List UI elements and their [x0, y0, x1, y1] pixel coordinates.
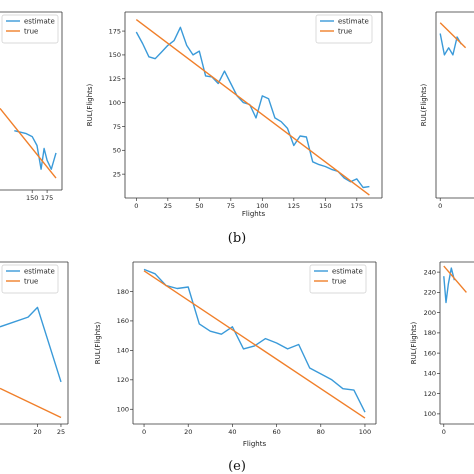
legend-box — [1, 14, 59, 44]
y-tick-label: 100 — [424, 410, 436, 418]
y-tick-label: 125 — [109, 75, 121, 83]
panel-bottom-middle: 0 20 40 60 80 100 100 120 140 160 180 Flights RUL(Fl… — [94, 261, 377, 448]
x-tick-label: 20 — [184, 428, 192, 436]
caption-e: (e) — [228, 459, 246, 474]
series-group — [443, 265, 467, 304]
series-line-estimate — [443, 267, 456, 304]
y-tick-label: 140 — [424, 370, 436, 378]
y-tick-label: 160 — [424, 349, 436, 357]
y-tick-label: 240 — [424, 268, 436, 276]
x-tick-label: 100 — [256, 202, 268, 210]
legend-label-estimate: estimate — [24, 268, 55, 276]
series-line-estimate — [143, 268, 366, 413]
x-tick-label: 175 — [41, 194, 53, 202]
x-tick-label: 0 — [134, 202, 138, 210]
x-tick-label: 150 — [319, 202, 331, 210]
caption-b: (b) — [228, 231, 246, 246]
series-line-true — [135, 19, 370, 196]
legend: estimate true — [315, 14, 373, 44]
series-line-true — [0, 107, 57, 179]
y-tick-label: 150 — [109, 51, 121, 59]
x-tick-label: 20 — [33, 428, 41, 436]
series-line-true — [443, 265, 467, 293]
x-tick-label: 25 — [57, 428, 65, 436]
y-tick-label: 100 — [109, 99, 121, 107]
series-line-estimate — [135, 26, 370, 189]
x-tick-label: 75 — [227, 202, 235, 210]
legend: estimate true — [309, 264, 367, 294]
y-tick-label: 140 — [117, 347, 129, 355]
legend: estimate true — [1, 14, 59, 44]
y-axis-label: RUL(Flights) — [94, 321, 102, 364]
legend-label-true: true — [338, 28, 352, 36]
x-tick-label: 80 — [317, 428, 325, 436]
series-line-true — [0, 387, 62, 419]
legend-box — [315, 14, 373, 44]
series-group — [439, 22, 467, 56]
x-tick-label: 40 — [228, 428, 236, 436]
series-line-estimate — [0, 306, 62, 383]
legend-label-true: true — [332, 278, 346, 286]
y-tick-label: 25 — [113, 170, 121, 178]
y-tick-label: 50 — [113, 147, 121, 155]
panel-bottom-left: 20 25 estimate true — [0, 261, 69, 436]
legend-box — [309, 264, 367, 294]
series-group — [0, 306, 62, 419]
series-group — [135, 19, 370, 196]
series-line-estimate — [439, 33, 462, 56]
x-tick-label: 0 — [142, 428, 146, 436]
y-tick-label: 120 — [424, 390, 436, 398]
y-tick-label: 180 — [117, 288, 129, 296]
y-tick-label: 75 — [113, 123, 121, 131]
x-tick-label: 100 — [359, 428, 371, 436]
y-axis-label: RUL(Flights) — [420, 83, 428, 126]
x-tick-label: 125 — [288, 202, 300, 210]
x-tick-label: 0 — [438, 202, 442, 210]
y-tick-label: 180 — [424, 329, 436, 337]
x-axis-label: Flights — [242, 210, 266, 218]
series-group — [143, 268, 366, 419]
panel-top-right: 0 RUL(Flights) — [420, 11, 474, 210]
x-axis-label: Flights — [243, 440, 267, 448]
x-tick-label: 60 — [272, 428, 280, 436]
legend-label-estimate: estimate — [24, 18, 55, 26]
legend-box — [1, 264, 59, 294]
legend: estimate true — [1, 264, 59, 294]
series-line-estimate — [14, 130, 57, 170]
y-tick-label: 120 — [117, 376, 129, 384]
panel-top-middle: 0 25 50 75 100 125 150 175 25 50 75 100 125 150 175 Fli… — [86, 11, 383, 218]
y-tick-label: 175 — [109, 27, 121, 35]
legend-label-estimate: estimate — [332, 268, 363, 276]
x-tick-label: 150 — [26, 194, 38, 202]
legend-label-true: true — [24, 278, 38, 286]
y-axis-label: RUL(Flights) — [410, 321, 418, 364]
panel-top-left: 150 175 estimate true — [0, 11, 63, 202]
series-group — [0, 107, 57, 179]
y-axis-label: RUL(Flights) — [86, 83, 94, 126]
x-tick-label: 50 — [195, 202, 203, 210]
series-line-true — [143, 270, 366, 419]
x-tick-label: 175 — [351, 202, 363, 210]
legend-label-estimate: estimate — [338, 18, 369, 26]
y-tick-label: 220 — [424, 289, 436, 297]
x-tick-label: 0 — [442, 428, 446, 436]
panel-bottom-right: 0 100 120 140 160 180 200 220 240 RUL(Flights) — [410, 261, 474, 436]
x-tick-label: 25 — [164, 202, 172, 210]
y-tick-label: 160 — [117, 317, 129, 325]
y-tick-label: 200 — [424, 309, 436, 317]
legend-label-true: true — [24, 28, 38, 36]
series-line-true — [439, 22, 467, 49]
y-tick-label: 100 — [117, 406, 129, 414]
